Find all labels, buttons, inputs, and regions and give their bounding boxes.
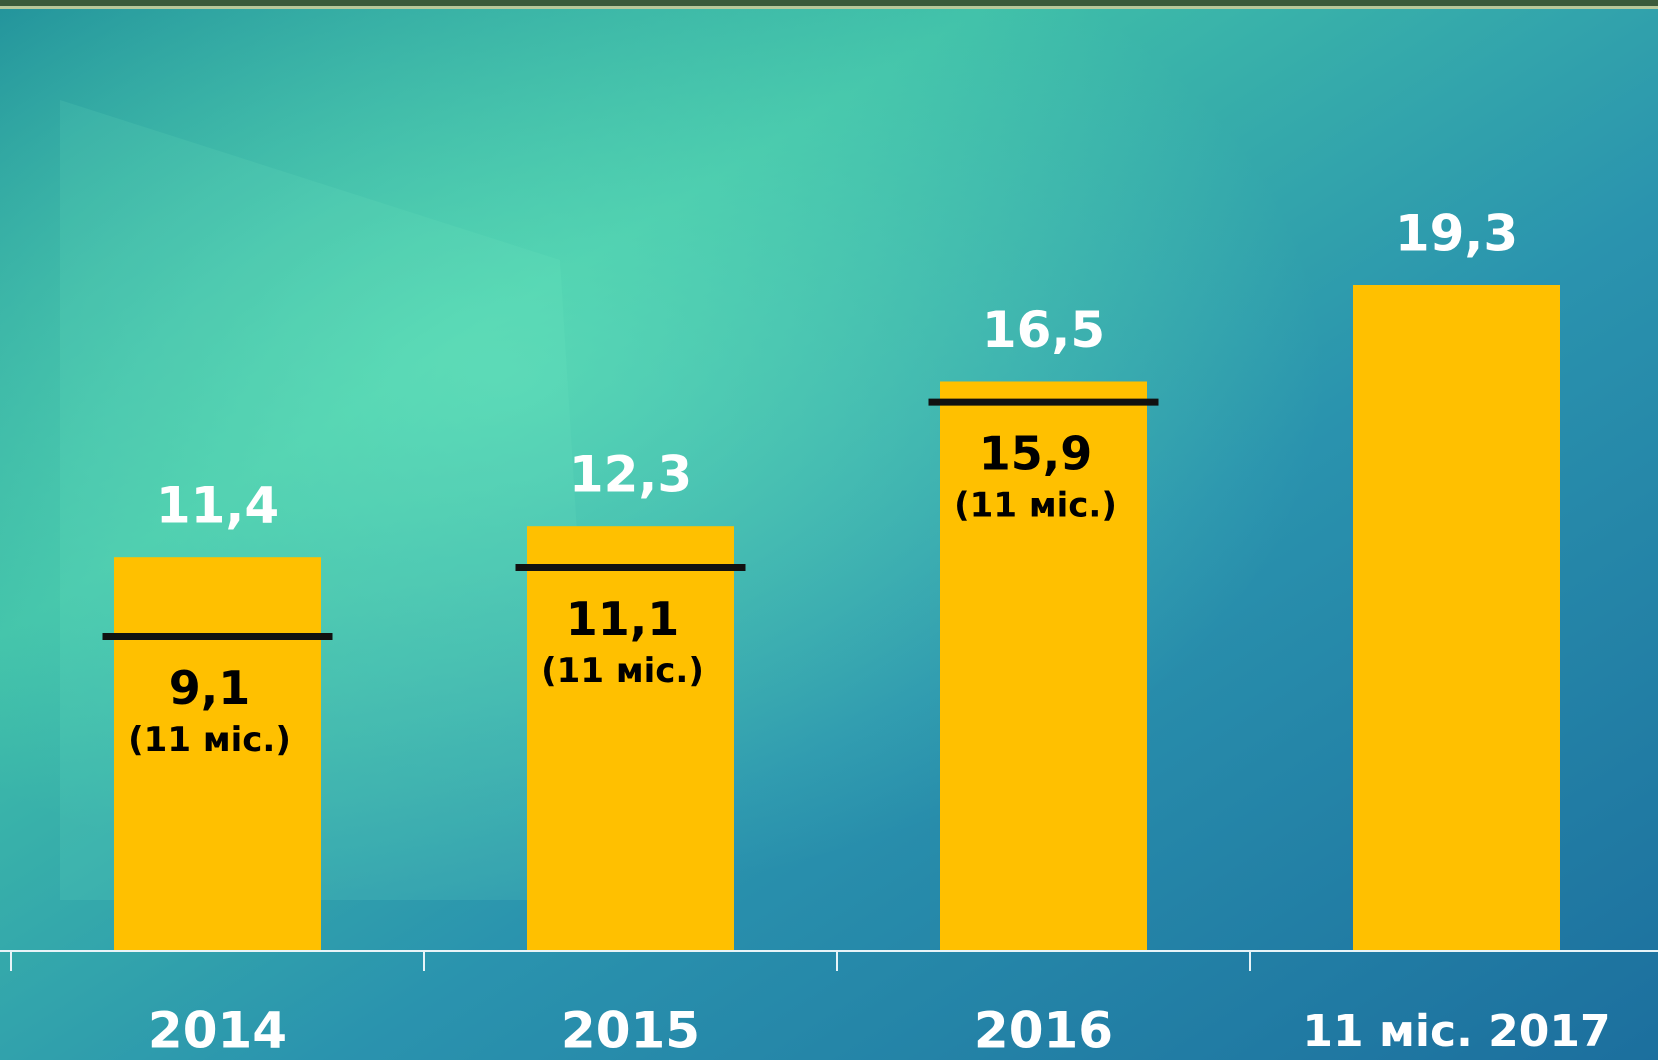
bar-value-label: 16,5: [982, 301, 1105, 359]
x-tick-label: 2014: [148, 1002, 287, 1060]
bar: [114, 557, 321, 950]
bar: [940, 381, 1147, 950]
partial-year-label: 9,1: [169, 661, 251, 715]
partial-year-note: (11 міс.): [128, 720, 291, 760]
top-strip: [0, 0, 1658, 6]
bar-value-label: 11,4: [156, 477, 279, 535]
x-tick-label: 11 міс. 2017: [1302, 1006, 1610, 1057]
x-tick-label: 2016: [974, 1002, 1113, 1060]
bar: [1353, 285, 1560, 950]
partial-year-label: 15,9: [979, 427, 1093, 481]
partial-year-note: (11 міс.): [541, 651, 704, 691]
bar-value-label: 12,3: [569, 446, 692, 504]
partial-year-note: (11 міс.): [954, 486, 1117, 526]
partial-year-label: 11,1: [566, 592, 680, 646]
bar: [527, 526, 734, 950]
top-strip-line: [0, 6, 1658, 9]
x-tick-label: 2015: [561, 1002, 700, 1060]
bar-value-label: 19,3: [1395, 205, 1518, 263]
